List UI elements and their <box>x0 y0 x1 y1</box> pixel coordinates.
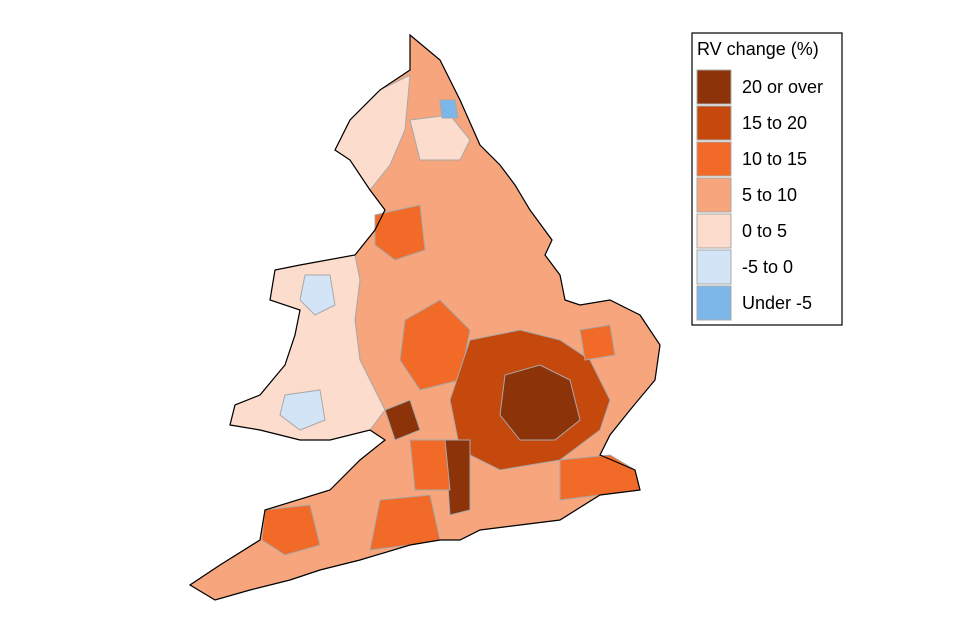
kent <box>559 454 641 501</box>
wales-area <box>299 274 336 316</box>
legend-label: Under -5 <box>742 293 812 313</box>
legend-label: 15 to 20 <box>742 113 807 133</box>
legend-swatch <box>696 285 732 321</box>
tyne <box>439 99 459 119</box>
thames <box>499 364 581 441</box>
legend-swatch <box>696 141 732 177</box>
legend-swatch <box>696 177 732 213</box>
wales-area <box>279 389 326 431</box>
devon <box>261 504 321 556</box>
lancashire <box>374 204 426 261</box>
wiltshire <box>409 439 451 491</box>
legend-swatch <box>696 213 732 249</box>
legend: RV change (%) 20 or over 15 to 20 10 to 15… <box>691 32 843 326</box>
suffolk <box>579 324 616 361</box>
coastline <box>188 33 661 601</box>
legend-label: 10 to 15 <box>742 149 807 169</box>
legend-swatch <box>696 105 732 141</box>
map <box>188 33 661 601</box>
legend-swatch <box>696 249 732 285</box>
legend-swatch <box>696 69 732 105</box>
legend-label: 5 to 10 <box>742 185 797 205</box>
legend-label: 20 or over <box>742 77 823 97</box>
legend-label: 0 to 5 <box>742 221 787 241</box>
severn <box>384 399 421 441</box>
legend-label: -5 to 0 <box>742 257 793 277</box>
legend-title: RV change (%) <box>697 39 819 59</box>
